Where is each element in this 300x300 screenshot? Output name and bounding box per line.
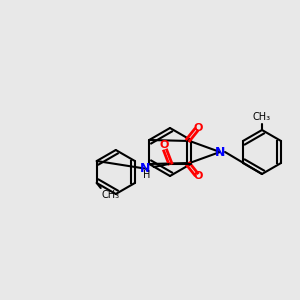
Text: O: O (194, 123, 203, 133)
Text: O: O (194, 171, 203, 181)
Text: CH₃: CH₃ (253, 112, 271, 122)
Text: N: N (140, 163, 150, 176)
Text: O: O (159, 140, 169, 150)
Text: CH₃: CH₃ (102, 190, 120, 200)
Text: N: N (215, 146, 225, 158)
Text: H: H (143, 170, 151, 180)
